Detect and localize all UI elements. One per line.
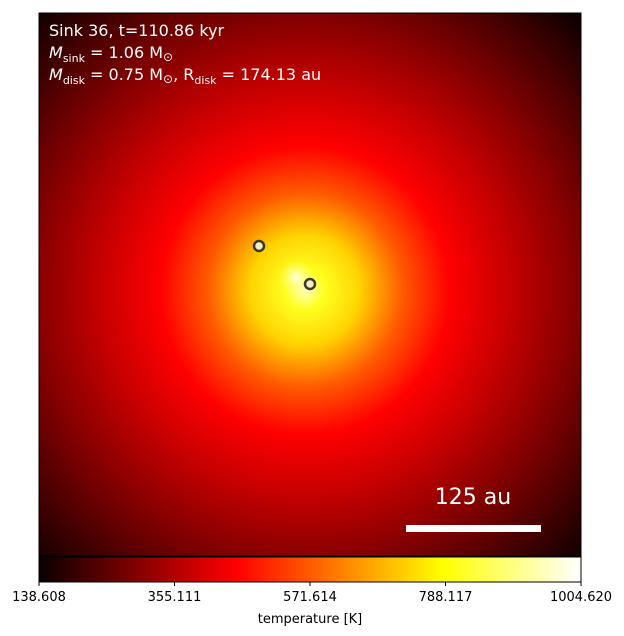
- colorbar-tick-label: 355.111: [148, 590, 202, 605]
- colorbar-ticks: 138.608 355.111 571.614 788.117 1004.620: [12, 582, 612, 605]
- title-line-2: Msink = 1.06 M⊙: [49, 43, 173, 65]
- colorbar-tick-label: 788.117: [419, 590, 473, 605]
- colorbar-tick-label: 138.608: [12, 590, 66, 605]
- sink-marker-upper-left: [252, 239, 266, 253]
- colorbar-tick-label: 571.614: [283, 590, 337, 605]
- colorbar-tick-label: 1004.620: [550, 590, 612, 605]
- colorbar-gradient: [39, 557, 581, 582]
- plot-frame: [38, 12, 582, 557]
- heatmap-panel: Sink 36, t=110.86 kyr Msink = 1.06 M⊙ Md…: [38, 12, 582, 557]
- title-line-1: Sink 36, t=110.86 kyr: [49, 21, 225, 40]
- sink-marker-center: [303, 277, 317, 291]
- scale-bar-label: 125 au: [435, 485, 511, 510]
- colorbar: 138.608 355.111 571.614 788.117 1004.620 tem…: [12, 556, 612, 627]
- colorbar-label: temperature [K]: [258, 612, 363, 627]
- scale-bar: [406, 525, 541, 532]
- title-line-3: Mdisk = 0.75 M⊙, Rdisk = 174.13 au: [49, 65, 321, 87]
